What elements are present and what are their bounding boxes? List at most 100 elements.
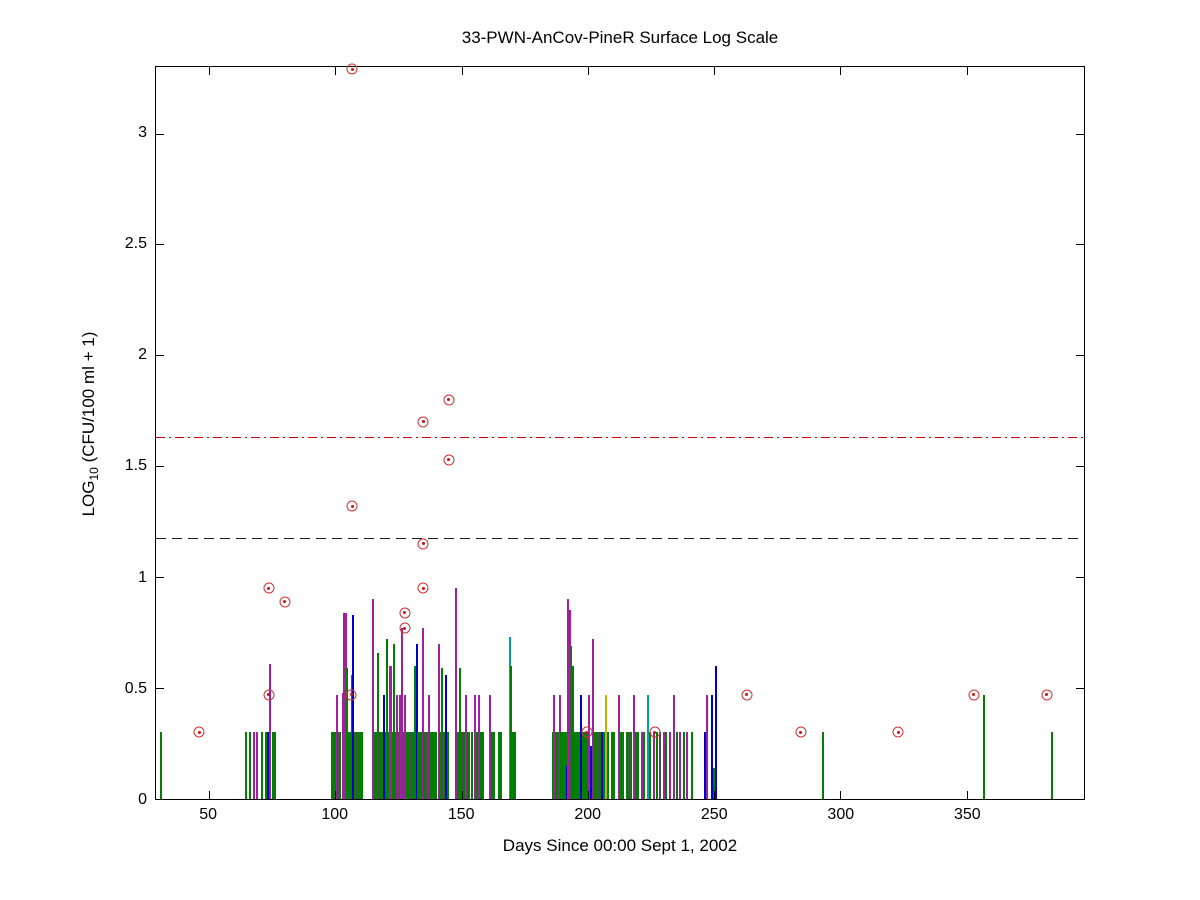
y-tick-label: 2.5: [124, 234, 147, 252]
stem: [512, 732, 515, 799]
stem: [271, 732, 274, 799]
x-tick-mark: [209, 791, 211, 799]
stem: [599, 732, 602, 799]
stem: [423, 732, 426, 799]
circle-marker: [892, 726, 904, 738]
stem: [493, 732, 496, 799]
y-tick-mark: [156, 688, 164, 690]
stem: [435, 732, 438, 799]
x-tick-label: 50: [199, 806, 218, 823]
stem: [393, 643, 396, 799]
stem: [256, 732, 259, 799]
stem: [432, 732, 435, 799]
stem: [597, 732, 600, 799]
stem: [410, 732, 413, 799]
stem: [385, 639, 388, 799]
stem: [461, 732, 464, 799]
y-tick-mark: [1076, 799, 1084, 800]
x-tick-mark: [461, 67, 463, 75]
stem: [407, 732, 410, 799]
stem: [568, 610, 571, 799]
stem: [481, 732, 484, 799]
stem: [440, 668, 443, 799]
x-tick-label: 250: [700, 806, 728, 823]
x-tick-mark: [966, 67, 968, 75]
stem: [586, 732, 589, 799]
stem: [583, 732, 586, 799]
stem: [591, 639, 594, 799]
stem: [361, 732, 364, 799]
stem: [381, 732, 384, 799]
stem: [703, 732, 706, 799]
stem: [341, 692, 344, 799]
stem: [579, 694, 582, 799]
stem: [642, 732, 645, 799]
circle-marker: [968, 689, 980, 701]
stem: [339, 732, 342, 799]
y-tick-mark: [156, 799, 164, 800]
stem: [402, 732, 405, 799]
stem: [578, 732, 581, 799]
stem: [391, 732, 394, 799]
y-axis-label: LOG10 (CFU/100 ml + 1): [79, 274, 101, 574]
stem: [373, 732, 376, 799]
x-tick-mark: [840, 791, 842, 799]
stem: [564, 732, 567, 799]
stem: [424, 732, 427, 799]
stem: [489, 694, 492, 799]
y-tick-mark: [156, 133, 164, 135]
y-tick-mark: [156, 466, 164, 468]
stem: [346, 668, 349, 799]
stem: [253, 732, 256, 799]
stem: [491, 732, 494, 799]
stem: [607, 732, 610, 799]
circle-marker: [399, 607, 411, 619]
x-tick-label: 150: [447, 806, 475, 823]
stem: [601, 732, 604, 799]
stem: [473, 694, 476, 799]
stem: [682, 732, 685, 799]
stem: [245, 732, 248, 799]
stem: [514, 732, 517, 799]
stem: [430, 732, 433, 799]
stem: [1050, 732, 1053, 799]
circle-marker: [417, 538, 429, 550]
y-tick-mark: [156, 244, 164, 246]
stem: [375, 732, 378, 799]
stem: [470, 732, 473, 799]
circle-marker: [346, 500, 358, 512]
stem: [356, 732, 359, 799]
stem: [691, 732, 694, 799]
stem: [629, 732, 632, 799]
stem: [593, 732, 596, 799]
stem: [439, 732, 442, 799]
stem: [336, 732, 339, 799]
circle-marker: [193, 726, 205, 738]
stem: [347, 732, 350, 799]
x-tick-mark: [587, 791, 589, 799]
stem: [384, 732, 387, 799]
stem: [602, 732, 605, 799]
x-tick-label: 200: [574, 806, 602, 823]
stem: [573, 732, 576, 799]
stem: [445, 674, 448, 799]
circle-marker: [581, 726, 593, 738]
stem: [622, 732, 625, 799]
stem: [397, 732, 400, 799]
stem: [446, 732, 449, 799]
circle-marker: [399, 622, 411, 634]
stem: [406, 732, 408, 799]
stem: [498, 732, 501, 799]
stem: [396, 694, 399, 799]
stem: [713, 767, 716, 799]
stem: [596, 732, 599, 799]
y-tick-label: 3: [138, 123, 147, 141]
stem: [442, 732, 445, 799]
stem: [584, 732, 587, 799]
stem: [649, 732, 652, 799]
circle-marker: [263, 582, 275, 594]
stem: [665, 732, 668, 799]
stem: [426, 732, 429, 799]
stem: [390, 665, 393, 799]
